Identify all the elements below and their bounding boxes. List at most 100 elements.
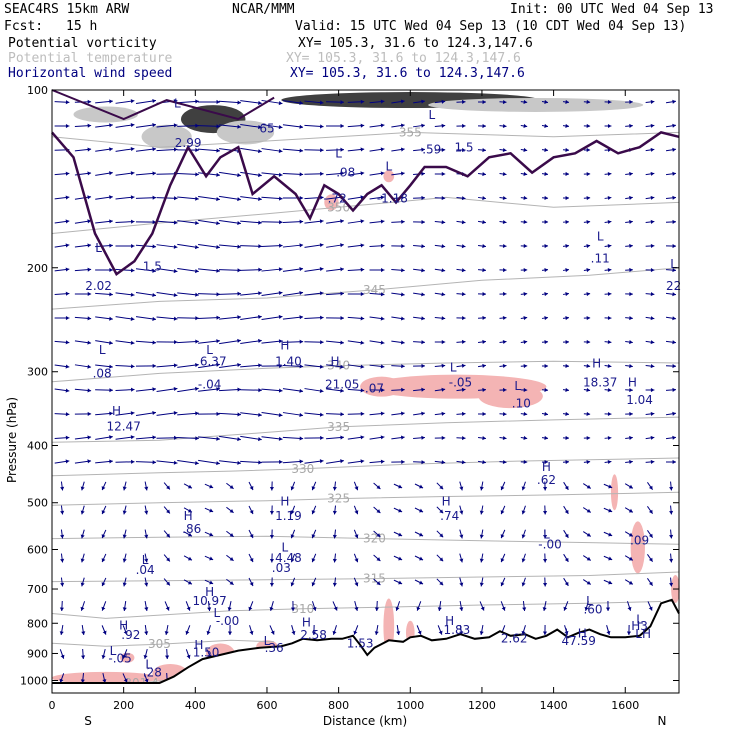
wind-vector [269, 625, 275, 635]
wind-vector [177, 316, 199, 321]
wind-vector [414, 531, 424, 537]
wind-vector [207, 600, 212, 612]
wind-vector [369, 267, 385, 273]
wind-vector [477, 460, 487, 465]
wind-vector [122, 673, 128, 683]
wind-vector [74, 219, 92, 224]
wind-vector [413, 340, 425, 345]
wind-vector [156, 244, 178, 249]
wind-vector [456, 268, 466, 273]
wind-vectors-layer [54, 98, 677, 684]
wind-vector [393, 555, 403, 561]
pv-extremum-label: L [142, 553, 149, 567]
wind-vector [391, 340, 405, 345]
pv-extremum-label: .86 [182, 522, 201, 536]
wind-vector [645, 411, 655, 416]
pv-extremum-label: .60 [583, 602, 602, 616]
wind-vector [177, 196, 199, 201]
wind-vector [219, 460, 241, 465]
wind-vector [477, 267, 487, 273]
wind-vector [326, 364, 344, 369]
wind-vector [665, 123, 677, 128]
wind-vector [625, 195, 633, 200]
pv-extremum-label: .11 [591, 252, 610, 266]
x-tick-label: 1400 [540, 699, 568, 712]
pv-shade-area [428, 97, 644, 112]
pv-extremum-label: 10.97 [192, 594, 226, 608]
wind-vector [542, 553, 548, 563]
pv-extremum-label: .59 [422, 142, 441, 156]
wind-vector [54, 435, 70, 440]
wind-vector [304, 195, 324, 200]
wind-vector [456, 436, 466, 441]
wind-vector [248, 553, 254, 563]
wind-vector [583, 171, 591, 177]
pv-extremum-label: H [542, 460, 551, 474]
forecast-label: Fcst: [4, 19, 43, 34]
wind-vector [219, 124, 241, 129]
wind-vector [304, 388, 324, 393]
wind-vector [563, 505, 569, 515]
wind-vector [562, 268, 570, 273]
x-tick-label: 400 [185, 699, 206, 712]
pv-extremum-label: L [335, 146, 342, 160]
y-tick-label: 100 [27, 84, 48, 97]
wind-vector [135, 316, 157, 321]
wind-vector [562, 363, 570, 369]
wind-vector [177, 243, 199, 250]
wind-vector [499, 339, 507, 345]
wind-vector [521, 505, 526, 515]
x-axis-label: Distance (km) [323, 714, 407, 728]
y-tick-label: 1000 [20, 674, 48, 687]
x-tick-label: 1200 [468, 699, 496, 712]
wind-vector [541, 459, 549, 465]
wind-vector [54, 459, 70, 464]
wind-vector [434, 220, 446, 225]
y-axis-label: Pressure (hPa) [5, 397, 19, 483]
wind-vector [369, 219, 385, 224]
wind-vector [645, 123, 655, 128]
wind-vector [198, 124, 220, 129]
wind-vector [434, 268, 446, 273]
wind-vector [665, 316, 677, 321]
wind-vector [54, 243, 70, 248]
wind-vector [240, 435, 262, 442]
wind-vector [115, 195, 135, 200]
pv-extremum-label: .09 [630, 533, 649, 547]
wind-vector [456, 123, 466, 129]
wind-vector [248, 505, 254, 515]
wind-vector [478, 411, 486, 417]
pv-extremum-label: H [112, 404, 121, 418]
wind-vector [95, 435, 113, 440]
pv-extremum-label: H [302, 615, 311, 629]
wind-vector [347, 411, 365, 416]
wind-vector [369, 459, 385, 464]
wind-vector [219, 244, 241, 249]
wind-vector [413, 363, 425, 369]
wind-vector [669, 553, 674, 563]
wind-vector [198, 148, 220, 153]
wind-vector [326, 388, 344, 393]
wind-vector [204, 507, 214, 513]
wind-vector [198, 219, 220, 226]
wind-vector [219, 362, 241, 368]
wind-vector [198, 268, 220, 273]
pv-extremum-label: L [670, 257, 677, 271]
wind-vector [304, 435, 324, 440]
wind-vector [456, 460, 466, 465]
wind-vector [665, 99, 677, 104]
wind-vector [582, 531, 592, 537]
wind-vector [54, 291, 70, 296]
wind-vector [369, 364, 385, 369]
wind-vector [326, 219, 344, 224]
wind-vector [624, 483, 634, 489]
wind-vector [59, 673, 65, 683]
pv-extremum-label: 1.5 [454, 140, 473, 154]
wind-vector [369, 147, 385, 152]
wind-vector [95, 411, 113, 416]
terrain-line [52, 598, 680, 684]
wind-vector [520, 219, 528, 225]
wind-vector [434, 435, 446, 441]
wind-vector [541, 195, 549, 201]
wind-vector [391, 411, 405, 416]
